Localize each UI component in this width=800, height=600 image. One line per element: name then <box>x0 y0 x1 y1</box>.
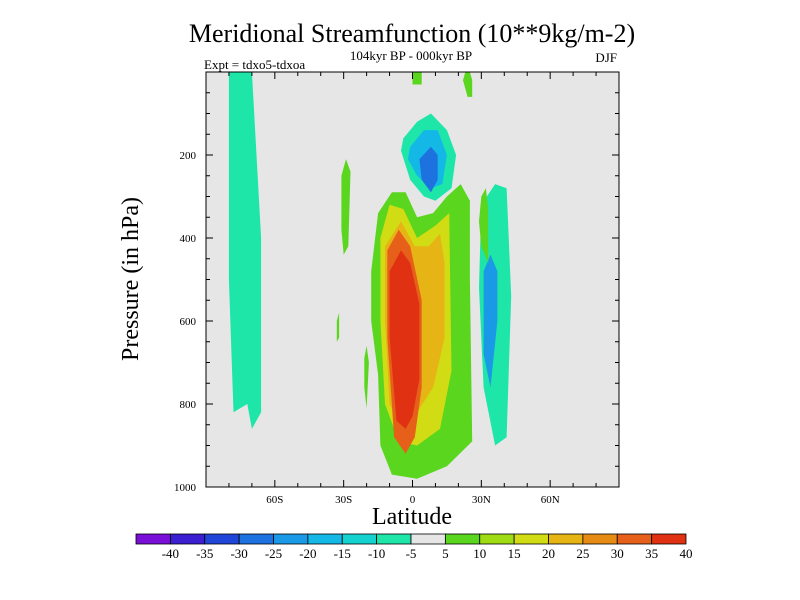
upper-green-cell-right <box>463 72 473 97</box>
colorbar-swatch <box>204 533 240 545</box>
colorbar-label: 35 <box>645 546 658 561</box>
colorbar-swatch <box>169 533 206 545</box>
colorbar-label: 5 <box>442 546 449 561</box>
colorbar-swatch <box>479 533 515 545</box>
colorbar-swatch <box>238 533 274 545</box>
colorbar-swatch <box>444 533 481 545</box>
nh-green-strip <box>479 188 489 263</box>
x-tick-label: 60S <box>266 494 283 506</box>
colorbar-swatch <box>616 533 653 545</box>
x-tick-label: 60N <box>541 494 560 506</box>
colorbar-label: -5 <box>406 546 417 561</box>
colorbar-label: 15 <box>508 546 521 561</box>
chart-title: Meridional Streamfunction (10**9kg/m-2) <box>189 19 635 48</box>
sh-green-strip <box>341 159 351 255</box>
colorbar-label: -20 <box>299 546 316 561</box>
y-tick-label: 200 <box>180 150 197 162</box>
y-tick-label: 600 <box>180 316 197 328</box>
colorbar-swatch <box>341 533 378 545</box>
nh-blue-cell <box>483 254 498 388</box>
colorbar-label: 20 <box>542 546 555 561</box>
upper-green-cell <box>412 72 422 85</box>
x-axis: 60S 30S 0 30N 60N <box>205 72 620 506</box>
colorbar-label: 40 <box>680 546 693 561</box>
y-tick-label: 400 <box>180 233 197 245</box>
colorbar-swatch <box>651 533 687 545</box>
y-axis: 200 400 600 800 1000 <box>174 92 619 494</box>
ns-cyan-band <box>228 72 262 429</box>
colorbar-label: 30 <box>611 546 624 561</box>
sh-green-sliver <box>364 345 369 409</box>
hadley-core-max <box>389 250 420 429</box>
colorbar-label: 10 <box>473 546 486 561</box>
experiment-label: Expt = tdxo5-tdxoa <box>204 57 305 72</box>
colorbar-swatch <box>548 533 584 545</box>
colorbar-label: -10 <box>368 546 385 561</box>
colorbar-label: -15 <box>334 546 351 561</box>
sh-cyan-sliver <box>336 312 340 342</box>
upper-deep-blue-cell <box>419 146 438 193</box>
colorbar-swatch <box>582 533 618 545</box>
contour-fills <box>228 72 512 479</box>
colorbar-swatch <box>135 533 171 545</box>
y-axis-label: Pressure (in hPa) <box>118 197 144 361</box>
colorbar-swatch <box>513 533 549 545</box>
colorbar-label: -40 <box>162 546 179 561</box>
x-tick-label: 30N <box>472 494 491 506</box>
colorbar-label: 25 <box>576 546 589 561</box>
x-tick-label: 0 <box>410 494 416 506</box>
colorbar-label: -25 <box>265 546 282 561</box>
colorbar-swatch <box>307 533 343 545</box>
x-tick-label: 30S <box>335 494 352 506</box>
colorbar-swatch <box>273 533 309 545</box>
y-tick-label: 1000 <box>174 482 197 494</box>
y-tick-label: 800 <box>180 399 197 411</box>
colorbar: -40 -35 -30 -25 -20 -15 -10 -5 5 10 15 20 25 30 35 40 <box>135 533 693 561</box>
colorbar-swatch <box>376 533 412 545</box>
colorbar-label: -35 <box>196 546 213 561</box>
chart-subtitle: 104kyr BP - 000kyr BP <box>350 48 472 63</box>
season-label: DJF <box>595 50 617 65</box>
colorbar-swatch <box>410 533 446 545</box>
x-axis-label: Latitude <box>372 504 452 530</box>
colorbar-label: -30 <box>230 546 247 561</box>
